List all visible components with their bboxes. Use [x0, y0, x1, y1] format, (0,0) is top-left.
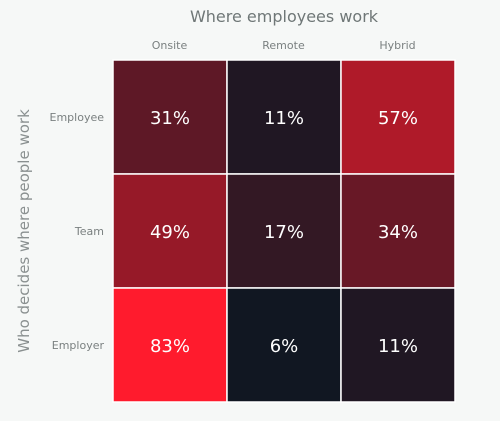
- column-label-hybrid: Hybrid: [379, 39, 416, 52]
- column-label-remote: Remote: [262, 39, 305, 52]
- row-label-employee: Employee: [49, 111, 104, 124]
- cell-value-label: 11%: [264, 108, 304, 129]
- heatmap-cell: [340, 173, 456, 289]
- cell-value-label: 11%: [378, 336, 418, 357]
- cell-value-label: 31%: [150, 108, 190, 129]
- chart-title: Where employees work: [189, 7, 379, 26]
- cell-value-label: 57%: [378, 108, 418, 129]
- column-label-onsite: Onsite: [151, 39, 188, 52]
- row-label-team: Team: [74, 225, 104, 238]
- cell-value-label: 6%: [270, 336, 299, 357]
- heatmap-cell: [112, 59, 228, 175]
- cell-value-label: 34%: [378, 222, 418, 243]
- heatmap-cell: [226, 287, 342, 403]
- row-label-employer: Employer: [51, 339, 104, 352]
- heatmap-cell: [226, 173, 342, 289]
- heatmap-cell: [112, 287, 228, 403]
- cell-value-label: 83%: [150, 336, 190, 357]
- cell-value-label: 17%: [264, 222, 304, 243]
- cell-value-label: 49%: [150, 222, 190, 243]
- heatmap-cell: [340, 287, 456, 403]
